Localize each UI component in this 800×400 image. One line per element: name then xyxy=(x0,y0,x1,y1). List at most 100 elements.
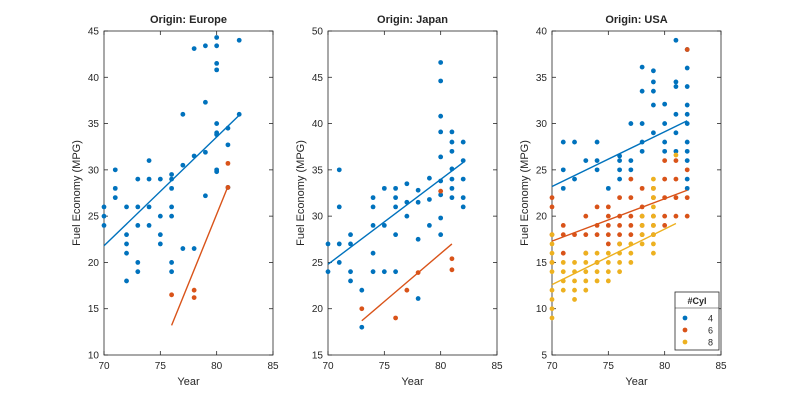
data-point xyxy=(560,287,566,293)
data-point xyxy=(617,269,622,275)
data-point xyxy=(427,197,432,202)
data-point xyxy=(549,297,555,302)
data-point xyxy=(157,176,163,182)
data-point xyxy=(169,204,175,210)
legend-entry-label: 8 xyxy=(708,338,713,348)
data-point xyxy=(438,129,444,135)
legend-entry-label: 4 xyxy=(708,314,713,324)
data-point xyxy=(572,139,577,145)
data-point xyxy=(639,121,645,126)
data-point xyxy=(583,287,589,293)
data-point xyxy=(348,232,353,238)
data-point xyxy=(560,139,566,145)
y-tick-label: 40 xyxy=(312,119,324,130)
data-point xyxy=(594,250,600,256)
data-point xyxy=(146,176,152,182)
data-point xyxy=(203,193,208,199)
data-point xyxy=(180,162,186,168)
data-point xyxy=(684,111,690,117)
data-point xyxy=(684,213,690,219)
data-point xyxy=(560,185,566,191)
data-point xyxy=(460,139,466,145)
data-point xyxy=(628,121,634,126)
trend-line xyxy=(551,189,688,242)
data-point xyxy=(628,158,634,164)
data-point xyxy=(381,185,387,191)
data-point xyxy=(180,111,186,117)
data-point xyxy=(169,213,175,219)
data-point xyxy=(617,241,622,247)
data-point xyxy=(157,213,163,219)
data-point xyxy=(684,65,690,71)
y-tick-label: 20 xyxy=(312,304,324,315)
data-point xyxy=(336,167,342,173)
data-point xyxy=(191,287,197,293)
data-point xyxy=(381,223,387,228)
x-tick-label: 75 xyxy=(155,361,167,372)
data-point xyxy=(449,176,455,182)
data-point xyxy=(549,306,555,312)
data-point xyxy=(169,172,175,177)
data-point xyxy=(101,204,107,210)
data-point xyxy=(673,158,679,164)
data-point xyxy=(651,241,656,247)
data-point xyxy=(594,139,600,145)
data-point xyxy=(549,204,555,210)
data-point xyxy=(214,67,220,73)
data-point xyxy=(460,176,466,182)
chart-title: Origin: USA xyxy=(605,14,667,26)
data-point xyxy=(359,306,365,312)
data-point xyxy=(684,167,690,173)
data-point xyxy=(348,278,353,284)
y-tick-label: 30 xyxy=(536,119,548,130)
data-point xyxy=(673,176,679,182)
data-point xyxy=(639,232,645,238)
data-point xyxy=(651,176,656,182)
x-tick-label: 75 xyxy=(379,361,391,372)
data-point xyxy=(605,213,611,219)
data-point xyxy=(393,204,398,210)
data-point xyxy=(169,260,175,265)
x-tick-label: 70 xyxy=(98,361,110,372)
trend-line xyxy=(361,243,453,322)
data-point xyxy=(449,267,455,273)
data-point xyxy=(605,269,611,275)
data-point xyxy=(605,241,611,247)
data-point xyxy=(639,223,645,228)
data-point xyxy=(684,139,690,145)
data-point xyxy=(684,121,690,126)
data-point xyxy=(124,278,129,284)
y-axis-label: Fuel Economy (MPG) xyxy=(71,140,83,246)
data-point xyxy=(214,35,220,40)
y-tick-label: 35 xyxy=(312,165,324,176)
legend-marker xyxy=(682,339,688,345)
data-point xyxy=(594,232,600,238)
trend-line xyxy=(103,114,240,247)
data-point xyxy=(651,223,656,228)
data-point xyxy=(617,167,622,173)
data-point xyxy=(460,204,466,210)
data-point xyxy=(203,43,208,49)
data-point xyxy=(415,199,421,205)
data-point xyxy=(628,167,634,173)
data-point xyxy=(214,61,220,66)
data-point xyxy=(651,79,656,85)
data-point xyxy=(415,187,421,193)
data-point xyxy=(191,295,197,301)
axes-box xyxy=(327,30,498,356)
data-point xyxy=(673,213,679,219)
data-point xyxy=(146,223,152,228)
y-tick-label: 30 xyxy=(312,212,324,223)
data-point xyxy=(639,241,645,247)
x-tick-label: 75 xyxy=(603,361,615,372)
data-point xyxy=(673,111,679,117)
data-point xyxy=(393,232,398,238)
data-point xyxy=(135,176,141,182)
data-point xyxy=(325,241,331,247)
data-point xyxy=(684,148,690,154)
trend-line xyxy=(551,120,688,188)
x-tick-label: 80 xyxy=(435,361,447,372)
data-point xyxy=(169,292,175,298)
x-tick-label: 70 xyxy=(322,361,334,372)
series-6-cyl xyxy=(549,47,690,265)
